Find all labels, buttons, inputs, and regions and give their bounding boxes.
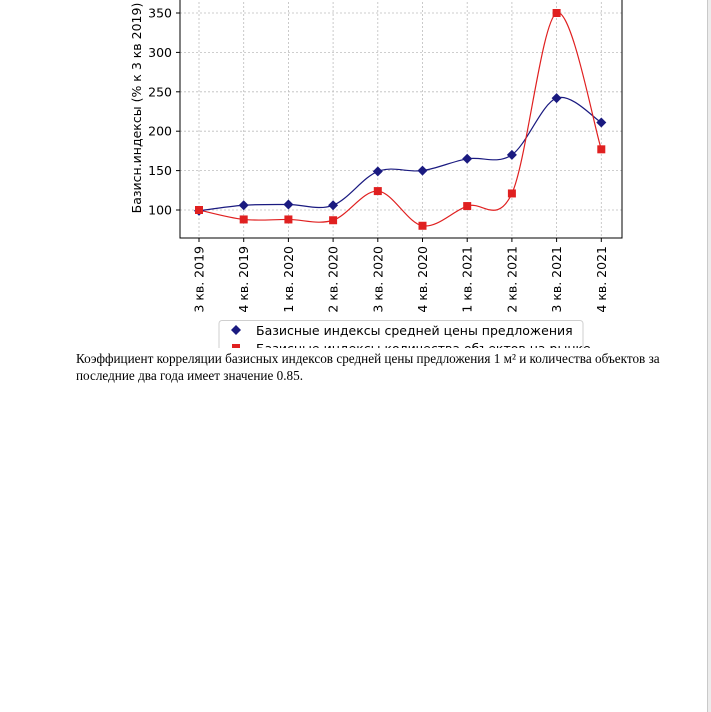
data-point-price-index: [506, 149, 517, 160]
page-right-border: [707, 0, 708, 712]
legend-label-price-index: Базисные индексы средней цены предложени…: [256, 323, 573, 338]
x-tick-label: 3 кв. 2020: [370, 246, 385, 313]
series-line-count-index: [198, 12, 602, 227]
data-point-price-index: [238, 200, 249, 211]
x-tick-label: 1 кв. 2021: [460, 246, 475, 313]
legend: Базисные индексы средней цены предложени…: [218, 320, 591, 350]
x-tick-label: 2 кв. 2021: [504, 246, 519, 313]
x-tick-label: 3 кв. 2019: [192, 246, 207, 313]
data-point-count-index: [463, 202, 472, 211]
data-point-price-index: [328, 200, 339, 211]
x-tick-label: 1 кв. 2020: [281, 246, 296, 313]
x-tick-label: 4 кв. 2020: [415, 246, 430, 313]
data-point-price-index: [551, 93, 562, 104]
legend-box: [218, 320, 584, 348]
data-point-count-index: [552, 9, 561, 17]
grid-lines: [180, 0, 622, 238]
data-point-count-index: [284, 215, 293, 224]
y-tick-label: 200: [148, 124, 172, 139]
legend-marker-count-index: [232, 344, 240, 348]
data-point-count-index: [329, 216, 338, 225]
data-point-count-index: [418, 221, 427, 230]
line-chart: 100 150 200 250 300 350 3 кв. 2019 4 кв. 2019 1…: [129, 0, 623, 350]
data-point-price-index: [417, 165, 428, 176]
data-point-count-index: [373, 187, 382, 196]
caption-text: Коэффициент корреляции базисных индексов…: [76, 351, 660, 383]
data-point-price-index: [372, 166, 383, 177]
data-point-count-index: [597, 145, 606, 154]
data-point-count-index: [239, 215, 248, 224]
x-tick-label: 4 кв. 2019: [236, 246, 251, 313]
page-right-shadow: [708, 0, 711, 712]
legend-marker-price-index: [231, 325, 241, 335]
y-tick-label: 100: [148, 203, 172, 218]
x-tick-label: 3 кв. 2021: [549, 246, 564, 313]
data-point-count-index: [195, 206, 203, 214]
data-point-price-index: [596, 117, 607, 128]
y-tick-label: 150: [148, 163, 172, 178]
y-tick-label: 250: [148, 84, 172, 99]
data-point-price-index: [462, 153, 473, 164]
legend-label-count-index: Базисные индексы количества объектов на …: [256, 341, 591, 350]
y-axis-label: Базисн.индексы (% к 3 кв 2019): [129, 3, 144, 214]
y-axis-ticks: 100 150 200 250 300 350: [148, 6, 180, 218]
x-tick-label: 2 кв. 2020: [326, 246, 341, 313]
x-axis-ticks: 3 кв. 2019 4 кв. 2019 1 кв. 2020 2 кв. 2020…: [192, 238, 609, 313]
plot-frame: [179, 0, 623, 239]
y-tick-label: 300: [148, 45, 172, 60]
data-point-price-index: [283, 199, 294, 210]
series-line-price-index: [198, 96, 602, 212]
x-tick-label: 4 кв. 2021: [594, 246, 609, 313]
data-point-count-index: [507, 189, 516, 198]
y-tick-label: 350: [148, 6, 172, 21]
